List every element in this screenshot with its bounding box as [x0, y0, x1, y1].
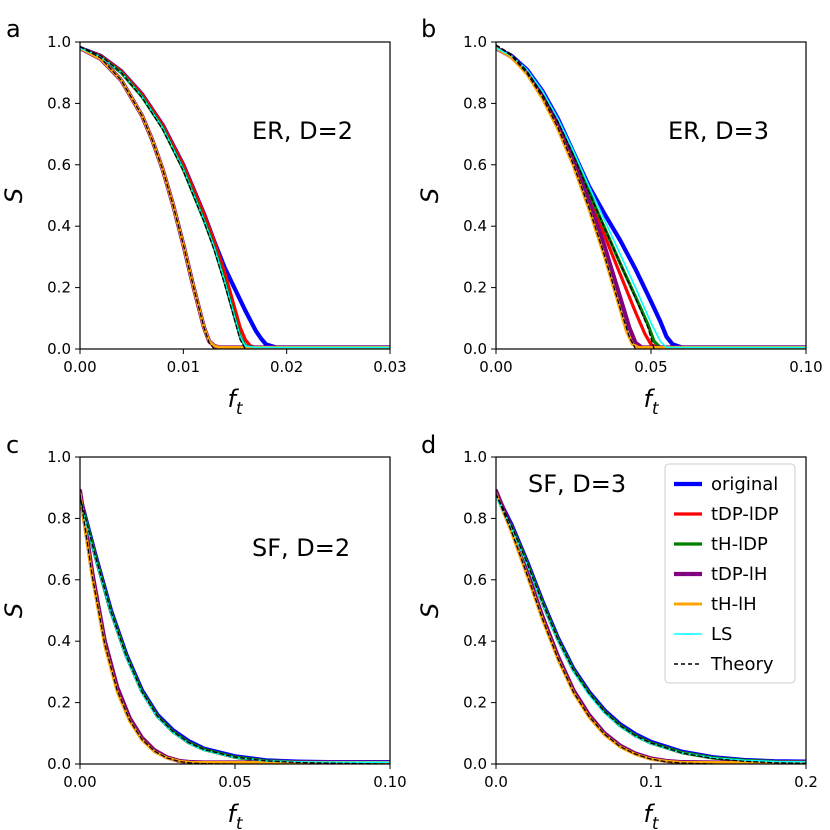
y-tick-label: 0.2: [463, 279, 487, 297]
y-axis-label: S: [416, 188, 444, 203]
y-tick-label: 0.6: [463, 571, 487, 589]
legend-label: tH-lH: [711, 594, 757, 615]
panel-annotation: SF, D=2: [252, 534, 350, 562]
y-tick-label: 0.8: [47, 509, 71, 527]
x-tick-label: 0.05: [218, 773, 251, 791]
y-tick-label: 0.2: [47, 694, 71, 712]
series-line-theory: [80, 496, 390, 764]
y-tick-label: 0.0: [47, 755, 71, 773]
y-tick-label: 0.6: [47, 571, 71, 589]
series-line-theory: [80, 493, 236, 764]
x-tick-label: 0.05: [634, 358, 667, 376]
panel-c: 0.00 0.05 0.10 0.0 0.2 0.4 0.6 0.8 1.0 ft Sc SF, D=…: [0, 431, 407, 830]
series-line-theory: [496, 44, 637, 349]
y-tick-label: 0.6: [47, 156, 71, 174]
x-tick-label: 0.00: [63, 773, 96, 791]
series-line-ls: [80, 47, 390, 349]
panel-annotation: ER, D=2: [252, 117, 353, 145]
x-axis-label: ft: [643, 800, 659, 830]
legend-label: tDP-lDP: [711, 504, 779, 525]
legend-box: [664, 463, 796, 684]
x-tick-label: 0.2: [794, 773, 818, 791]
panel-a: 0.00 0.01 0.02 0.03 0.0 0.2 0.4 0.6 0.8 1.0 ft Sa ER…: [0, 15, 407, 419]
y-tick-label: 0.2: [47, 279, 71, 297]
y-tick-label: 1.0: [47, 33, 71, 51]
y-axis-label: S: [0, 188, 28, 203]
y-tick-label: 0.8: [463, 94, 487, 112]
y-tick-label: 1.0: [463, 448, 487, 466]
series-group: [80, 45, 390, 349]
x-tick-label: 0.00: [479, 358, 512, 376]
series-line-theory: [496, 493, 806, 764]
x-tick-label: 0.00: [63, 358, 96, 376]
panel-annotation: SF, D=3: [528, 470, 626, 498]
legend: original tDP-lDP tH-lDP tDP-lH tH-lH LS Theory: [664, 463, 796, 684]
x-axis-label: ft: [227, 385, 243, 419]
series-line-theory: [80, 45, 215, 349]
y-tick-label: 1.0: [463, 33, 487, 51]
series-line-theory: [496, 493, 714, 764]
series-line-tdp-lh: [80, 46, 390, 349]
y-tick-label: 0.0: [463, 755, 487, 773]
panel-annotation: ER, D=3: [668, 117, 769, 145]
axes-frame: [79, 456, 391, 765]
series-group: [496, 44, 806, 349]
axes-frame: [79, 41, 391, 350]
y-tick-label: 0.8: [463, 509, 487, 527]
series-group: [496, 488, 806, 764]
y-tick-label: 0.0: [463, 340, 487, 358]
panel-letter: b: [421, 15, 436, 43]
y-tick-label: 1.0: [47, 448, 71, 466]
legend-label: tDP-lH: [711, 564, 767, 585]
legend-label: LS: [711, 624, 732, 645]
legend-label: Theory: [710, 654, 774, 675]
y-tick-label: 0.0: [47, 340, 71, 358]
panel-letter: c: [6, 431, 19, 459]
x-axis-label: ft: [643, 385, 659, 419]
x-tick-label: 0.02: [270, 358, 303, 376]
y-tick-label: 0.2: [463, 694, 487, 712]
x-tick-label: 0.10: [373, 773, 406, 791]
panel-b: 0.00 0.05 0.10 0.0 0.2 0.4 0.6 0.8 1.0 ft Sb ER, D=…: [416, 15, 823, 419]
x-tick-label: 0.1: [639, 773, 663, 791]
x-tick-label: 0.03: [373, 358, 406, 376]
series-group: [80, 488, 390, 764]
y-tick-label: 0.8: [47, 94, 71, 112]
y-tick-label: 0.4: [47, 217, 71, 235]
series-line-theory: [80, 45, 246, 349]
x-axis-label: ft: [227, 800, 243, 830]
series-line-theory: [496, 44, 655, 349]
x-tick-label: 0.01: [167, 358, 200, 376]
legend-label: original: [711, 474, 778, 495]
y-axis-label: S: [416, 603, 444, 618]
series-line-tdp-lh: [80, 488, 390, 764]
y-tick-label: 0.6: [463, 156, 487, 174]
x-tick-label: 0.10: [789, 358, 822, 376]
panel-d: 0.0 0.1 0.2 0.0 0.2 0.4 0.6 0.8 1.0 ft Sd SF, D=3 or…: [416, 431, 818, 830]
y-tick-label: 0.4: [463, 217, 487, 235]
legend-label: tH-lDP: [711, 534, 768, 555]
panel-letter: d: [421, 431, 436, 459]
y-tick-label: 0.4: [47, 632, 71, 650]
panel-letter: a: [6, 15, 21, 43]
y-axis-label: S: [0, 603, 28, 618]
x-tick-label: 0.0: [484, 773, 508, 791]
y-tick-label: 0.4: [463, 632, 487, 650]
series-line-ls: [496, 47, 806, 349]
